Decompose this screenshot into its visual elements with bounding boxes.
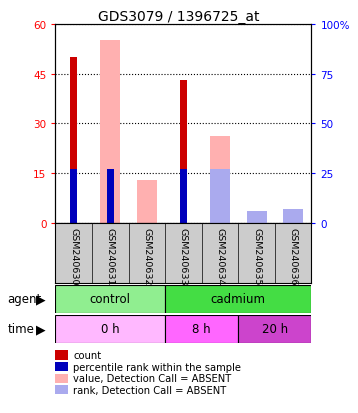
Text: 20 h: 20 h <box>262 323 288 336</box>
Bar <box>71 58 77 223</box>
Bar <box>238 315 311 343</box>
Bar <box>283 209 303 223</box>
Bar <box>180 81 187 223</box>
Text: ▶: ▶ <box>37 323 46 336</box>
Bar <box>55 285 165 313</box>
Text: GSM240633: GSM240633 <box>179 228 188 285</box>
Text: value, Detection Call = ABSENT: value, Detection Call = ABSENT <box>73 373 232 383</box>
Text: agent: agent <box>7 292 42 306</box>
Bar <box>247 211 267 223</box>
Bar <box>210 137 230 223</box>
Text: GDS3079 / 1396725_at: GDS3079 / 1396725_at <box>98 10 260 24</box>
Text: count: count <box>73 350 102 360</box>
Text: cadmium: cadmium <box>211 292 266 306</box>
Text: GSM240632: GSM240632 <box>142 228 151 285</box>
Text: GSM240635: GSM240635 <box>252 228 261 285</box>
Text: rank, Detection Call = ABSENT: rank, Detection Call = ABSENT <box>73 385 227 395</box>
Text: 0 h: 0 h <box>101 323 120 336</box>
Text: time: time <box>7 323 34 336</box>
Bar <box>165 315 238 343</box>
Bar <box>71 169 77 223</box>
Text: GSM240636: GSM240636 <box>289 228 297 285</box>
Bar <box>107 169 113 223</box>
Bar <box>180 169 187 223</box>
Bar <box>137 180 157 223</box>
Text: percentile rank within the sample: percentile rank within the sample <box>73 362 241 372</box>
Text: GSM240631: GSM240631 <box>106 228 115 285</box>
Text: GSM240634: GSM240634 <box>216 228 224 285</box>
Bar <box>100 41 120 223</box>
Text: ▶: ▶ <box>37 292 46 306</box>
Bar <box>165 285 311 313</box>
Bar <box>55 315 165 343</box>
Text: 8 h: 8 h <box>193 323 211 336</box>
Text: control: control <box>90 292 131 306</box>
Bar <box>247 218 267 223</box>
Bar <box>210 169 230 223</box>
Text: GSM240630: GSM240630 <box>69 228 78 285</box>
